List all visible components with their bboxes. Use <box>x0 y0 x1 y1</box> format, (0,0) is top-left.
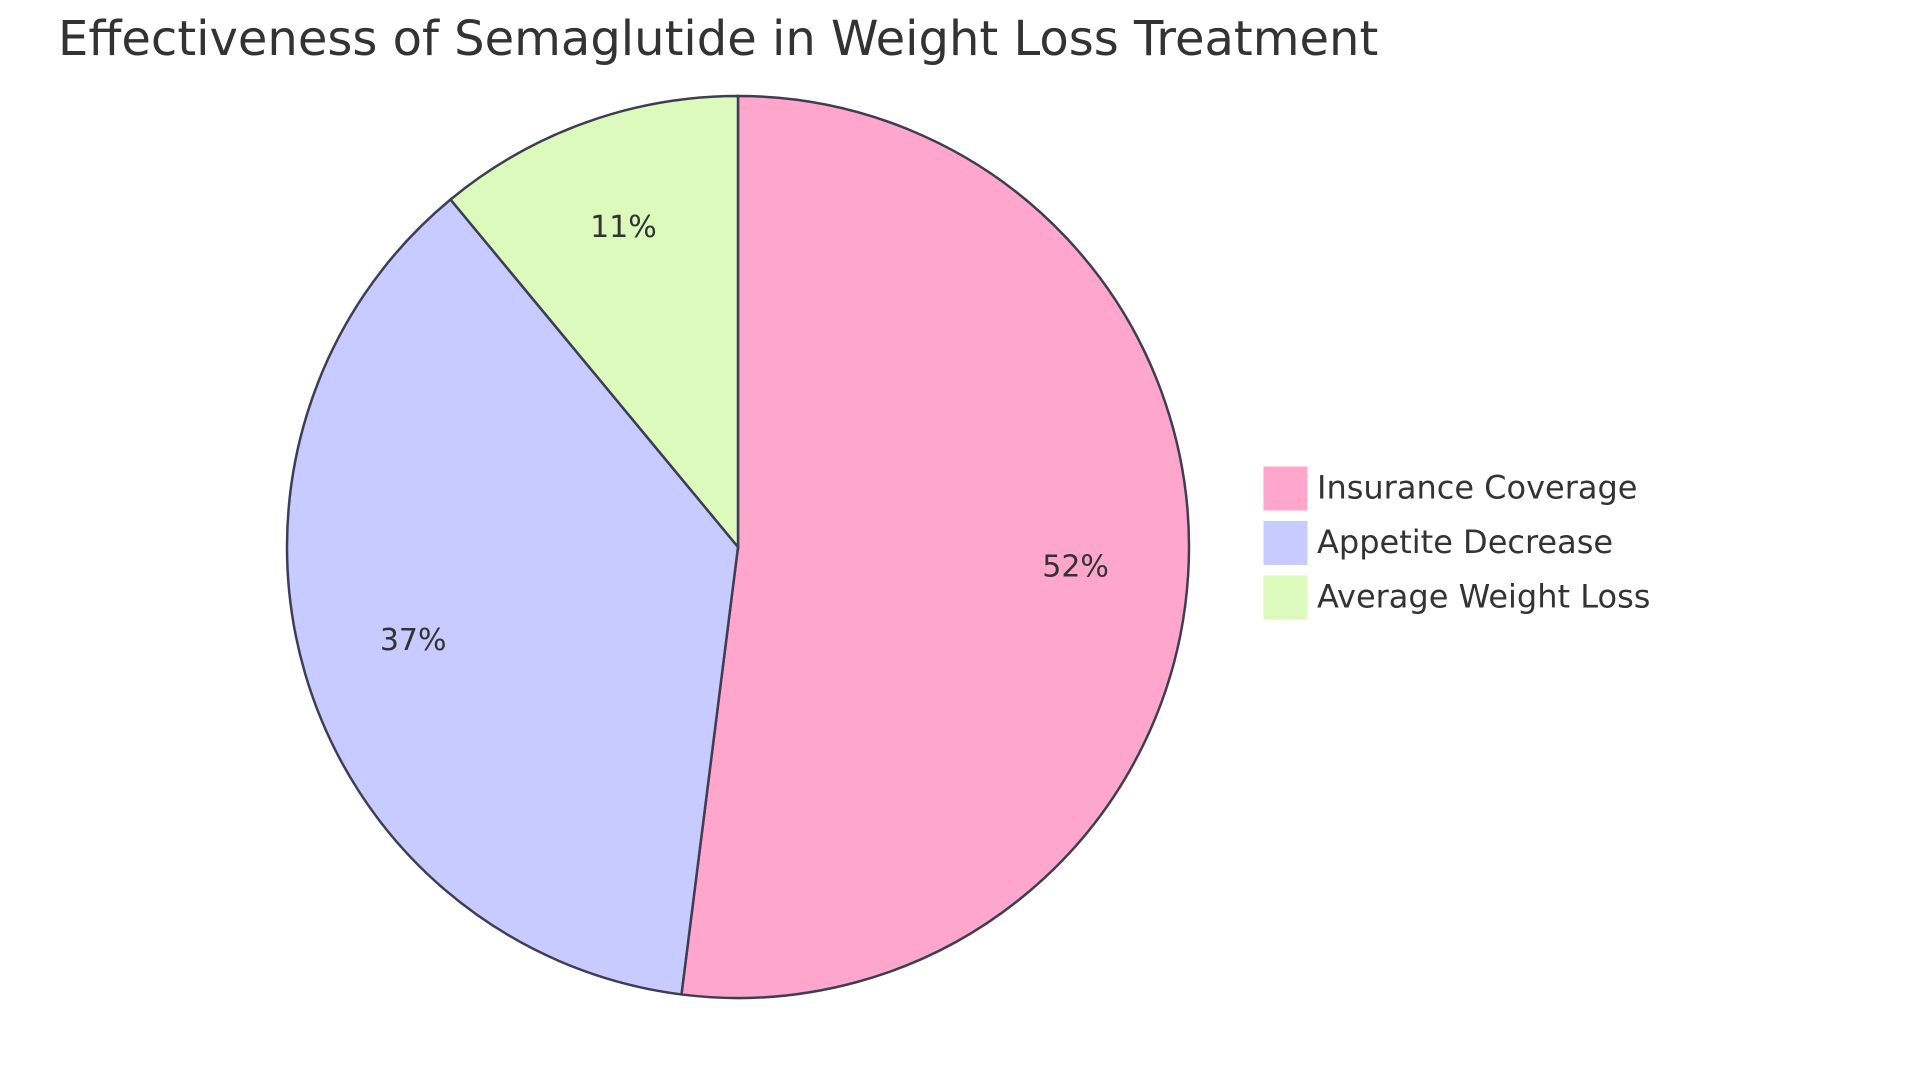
legend-swatch <box>1262 465 1309 512</box>
legend-swatch <box>1262 574 1309 621</box>
legend-label: Appetite Decrease <box>1317 523 1613 561</box>
slice-label: 11% <box>590 210 657 245</box>
pie-slice <box>448 94 740 551</box>
chart-title: Effectiveness of Semaglutide in Weight L… <box>58 11 1378 67</box>
legend-swatch <box>1262 520 1309 566</box>
legend-label: Average Weight Loss <box>1317 578 1650 616</box>
legend-label: Insurance Coverage <box>1317 469 1637 507</box>
pie-slice <box>680 94 1191 1000</box>
slice-label: 37% <box>380 623 447 658</box>
slice-label: 52% <box>1042 550 1109 585</box>
pie-slice <box>285 197 740 996</box>
